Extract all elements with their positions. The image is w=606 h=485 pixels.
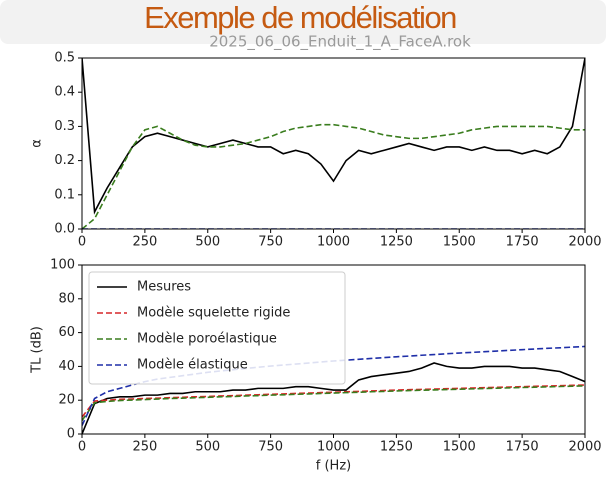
y-tick-label: 100 [50, 258, 75, 273]
x-tick-label: 0 [78, 440, 86, 455]
legend-label: Modèle élastique [137, 358, 248, 373]
y-axis-label: α [30, 139, 45, 148]
series-line [82, 362, 585, 434]
x-tick-label: 1250 [380, 440, 413, 455]
title-bar [0, 0, 606, 44]
x-tick-label: 250 [132, 440, 157, 455]
x-tick-label: 500 [195, 440, 220, 455]
y-tick-label: 0.5 [54, 51, 75, 66]
x-tick-label: 1500 [443, 235, 476, 250]
y-tick-label: 0.1 [54, 187, 75, 202]
x-tick-label: 500 [195, 235, 220, 250]
y-tick-label: 20 [58, 393, 75, 408]
y-tick-label: 0.0 [54, 222, 75, 237]
y-tick-label: 40 [58, 359, 75, 374]
series-line [82, 384, 585, 418]
x-axis-label: f (Hz) [316, 459, 351, 474]
x-tick-label: 750 [258, 440, 283, 455]
x-tick-label: 1250 [380, 235, 413, 250]
legend: Mesures Modèle squelette rigide Modèle por… [88, 271, 346, 385]
slide-title: Exemple de modélisation [144, 0, 456, 35]
x-tick-label: 1000 [317, 235, 350, 250]
x-tick-label: 2000 [568, 235, 601, 250]
y-axis-label: TL (dB) [30, 326, 45, 374]
legend-box [88, 271, 346, 385]
x-tick-label: 250 [132, 235, 157, 250]
series-line [82, 58, 585, 215]
y-tick-label: 60 [58, 325, 75, 340]
series-line [82, 123, 585, 229]
x-tick-label: 0 [78, 235, 86, 250]
plot-area [82, 58, 585, 229]
legend-label: Mesures [137, 280, 191, 295]
y-tick-label: 0.2 [54, 153, 75, 168]
plot-frame [81, 264, 586, 435]
legend-label: Modèle squelette rigide [137, 306, 290, 321]
x-tick-label: 2000 [568, 440, 601, 455]
y-tick-label: 0 [67, 427, 75, 442]
x-tick-label: 750 [258, 235, 283, 250]
y-tick-label: 0.4 [54, 85, 75, 100]
x-tick-label: 1750 [506, 235, 539, 250]
series-line [82, 385, 585, 421]
y-tick-label: 80 [58, 291, 75, 306]
x-tick-label: 1000 [317, 440, 350, 455]
plot-frame [81, 57, 586, 230]
chart-title: 2025_06_06_Enduit_1_A_FaceA.rok [209, 33, 471, 52]
legend-label: Modèle poroélastique [137, 332, 277, 347]
x-tick-label: 1750 [506, 440, 539, 455]
x-tick-label: 1500 [443, 440, 476, 455]
y-tick-label: 0.3 [54, 119, 75, 134]
